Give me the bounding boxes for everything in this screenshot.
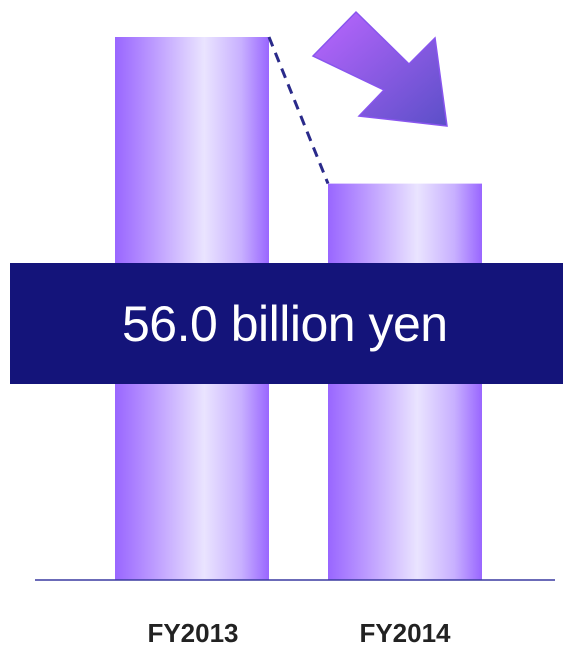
category-label-fy2014: FY2014 (359, 618, 451, 648)
value-annotation: 56.0 billion yen (122, 295, 448, 352)
down-arrow-icon (311, 10, 448, 127)
category-label-fy2013: FY2013 (147, 618, 239, 648)
value-banner (10, 263, 563, 384)
trend-dashed-line (267, 36, 330, 185)
